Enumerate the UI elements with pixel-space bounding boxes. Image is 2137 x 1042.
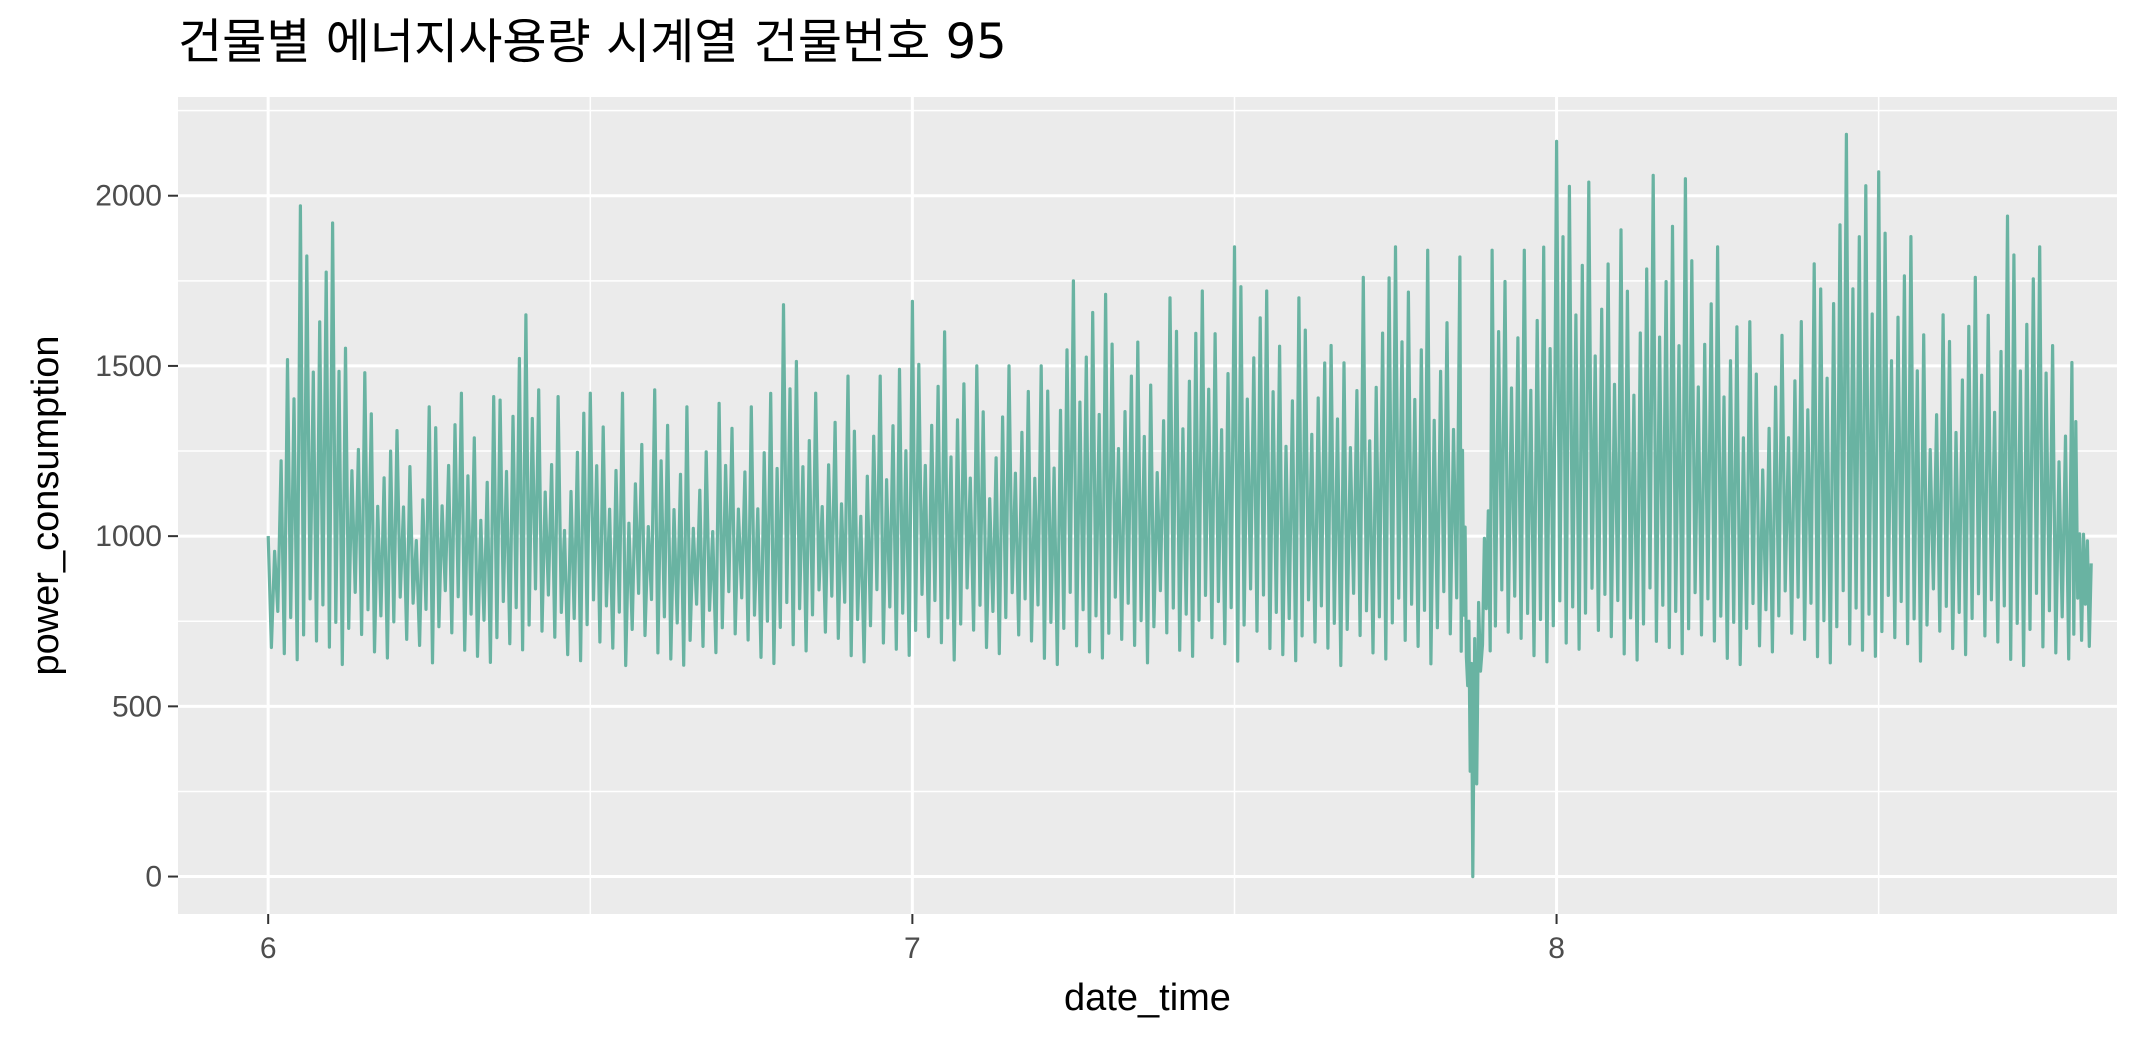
- y-tick-label: 0: [145, 861, 162, 894]
- power-consumption-line: [266, 132, 2093, 879]
- y-axis: 0 500 1000 1500 2000: [95, 180, 178, 894]
- x-axis: 6 7 8: [260, 914, 1565, 965]
- y-tick-label: 1500: [95, 350, 162, 383]
- x-tick-label: 7: [904, 932, 921, 965]
- y-axis-title: power_consumption: [25, 335, 67, 675]
- y-tick-label: 500: [112, 690, 162, 723]
- y-tick-label: 2000: [95, 180, 162, 213]
- x-tick-label: 8: [1548, 932, 1565, 965]
- x-axis-title: date_time: [1064, 977, 1231, 1019]
- y-tick-label: 1000: [95, 520, 162, 553]
- x-tick-label: 6: [260, 932, 277, 965]
- chart-title: 건물별 에너지사용량 시계열 건물번호 95: [178, 14, 1007, 70]
- series-layer: [266, 132, 2093, 879]
